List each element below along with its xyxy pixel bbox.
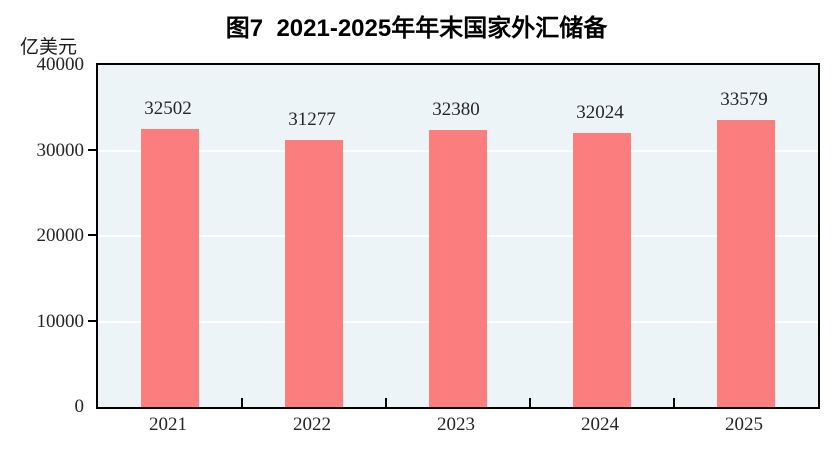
bar bbox=[141, 129, 199, 407]
y-tick-mark bbox=[88, 320, 96, 322]
chart-title: 图7 2021-2025年年末国家外汇储备 bbox=[225, 15, 608, 42]
y-tick-label: 30000 bbox=[36, 140, 85, 161]
x-tick-mark bbox=[241, 398, 243, 407]
x-tick-label: 2021 bbox=[149, 414, 187, 435]
x-tick-label: 2025 bbox=[725, 414, 763, 435]
x-tick-mark bbox=[529, 398, 531, 407]
y-tick-label: 10000 bbox=[36, 311, 85, 332]
y-tick-label: 20000 bbox=[36, 225, 85, 246]
y-tick-label: 40000 bbox=[36, 54, 85, 75]
x-tick-label: 2024 bbox=[581, 414, 619, 435]
x-tick-mark bbox=[385, 398, 387, 407]
bar bbox=[573, 133, 631, 407]
plot-area bbox=[96, 63, 820, 409]
y-tick-mark bbox=[88, 234, 96, 236]
bar bbox=[285, 140, 343, 407]
x-tick-label: 2022 bbox=[293, 414, 331, 435]
y-tick-mark bbox=[88, 149, 96, 151]
bar-value-label: 33579 bbox=[720, 89, 768, 110]
bar-value-label: 32024 bbox=[576, 102, 624, 123]
bar bbox=[717, 120, 775, 407]
x-tick-mark bbox=[673, 398, 675, 407]
bar-value-label: 32380 bbox=[432, 99, 480, 120]
y-tick-label: 0 bbox=[74, 396, 85, 417]
bar-value-label: 31277 bbox=[288, 109, 336, 130]
bar-value-label: 32502 bbox=[144, 98, 192, 119]
bar bbox=[429, 130, 487, 407]
x-tick-label: 2023 bbox=[437, 414, 475, 435]
y-axis-unit-label: 亿美元 bbox=[20, 37, 78, 58]
